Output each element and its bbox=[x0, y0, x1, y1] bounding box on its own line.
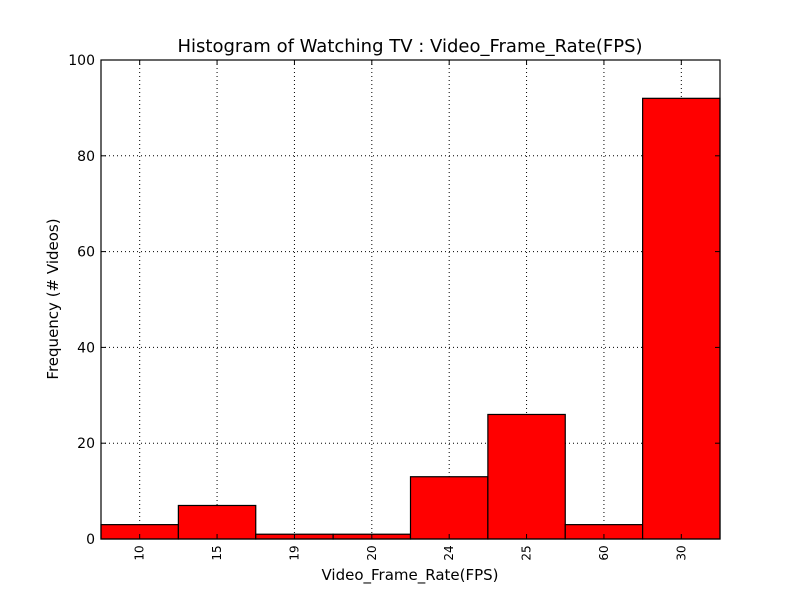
histogram-bar-15 bbox=[177, 504, 257, 540]
x-tick-label-60: 60 bbox=[597, 545, 611, 560]
x-tick-label-15: 15 bbox=[210, 545, 224, 560]
x-axis-label: Video_Frame_Rate(FPS) bbox=[321, 566, 498, 585]
y-axis-label: Frequency (# Videos) bbox=[44, 218, 62, 379]
y-tick-label: 100 bbox=[68, 53, 95, 69]
y-tick-label: 60 bbox=[77, 245, 95, 261]
x-tick-label-10: 10 bbox=[133, 545, 147, 560]
histogram-bar-30 bbox=[642, 97, 721, 540]
axes-layer bbox=[100, 59, 721, 540]
y-tick-label: 0 bbox=[86, 532, 95, 548]
histogram-bar-25 bbox=[487, 413, 566, 540]
x-tick-label-24: 24 bbox=[442, 545, 456, 560]
x-tick-label-25: 25 bbox=[520, 545, 534, 560]
x-tick-label-20: 20 bbox=[365, 545, 379, 560]
x-tick-label-30: 30 bbox=[674, 545, 688, 560]
chart-title: Histogram of Watching TV : Video_Frame_R… bbox=[177, 36, 642, 57]
y-tick-label: 80 bbox=[77, 149, 95, 165]
histogram-bar-24 bbox=[409, 476, 489, 540]
y-tick-label: 20 bbox=[77, 436, 95, 452]
ticks-layer: 0 20 40 60 80 100 10 15 19 20 24 25 60 30 bbox=[68, 53, 720, 561]
y-tick-label: 40 bbox=[77, 340, 95, 356]
grid-layer bbox=[101, 59, 720, 540]
bars-layer bbox=[100, 97, 721, 540]
plot-frame bbox=[100, 59, 721, 540]
x-tick-label-19: 19 bbox=[287, 545, 301, 560]
